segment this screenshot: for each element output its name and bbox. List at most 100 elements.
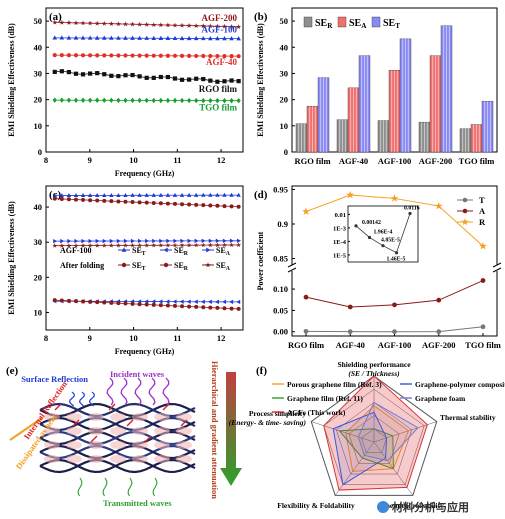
panel-c-point-shape [186, 192, 192, 197]
panel-c-point [165, 242, 171, 248]
panel-a-point [165, 97, 171, 104]
panel-a-point [165, 35, 171, 41]
panel-c-point [73, 197, 78, 202]
panel-e-incident-wave [106, 377, 114, 406]
panel-d-point [436, 329, 442, 335]
panel-a-point [73, 20, 79, 26]
panel-a-point-shape [123, 53, 128, 58]
panel-c-point-shape [137, 200, 142, 205]
panel-c-point-shape [109, 300, 114, 305]
panel-c-point [172, 192, 178, 197]
panel-c-point-shape [102, 192, 107, 197]
panel-a-point-shape [73, 20, 79, 26]
panel-a-point-shape [116, 97, 121, 104]
panel-a-point-shape [186, 35, 192, 41]
panel-a-point-shape [193, 35, 199, 41]
panel-f-legend-label: Porous graphene film (Ref. 3) [287, 380, 382, 389]
panel-a-point [144, 21, 150, 27]
panel-a-point [200, 23, 206, 29]
panel-a-point [59, 97, 64, 103]
panel-a-point-shape [144, 53, 149, 58]
panel-d-legend-label: T [479, 195, 485, 205]
panel-a-point-shape [130, 35, 135, 40]
panel-a-point-shape [194, 76, 199, 81]
panel-a-point-shape [200, 23, 206, 29]
panel-c-point [59, 196, 64, 201]
panel-a-point [194, 97, 199, 104]
panel-a-point-shape [172, 97, 178, 104]
panel-c-point-shape [194, 304, 199, 309]
panel-a-point-shape [158, 74, 163, 80]
panel-c-point-shape [194, 202, 199, 207]
panel-c-point [130, 200, 135, 205]
panel-a-xlabel: Frequency (GHz) [115, 169, 175, 178]
panel-e-pore [132, 441, 148, 449]
panel-e-internal-arrow [108, 403, 116, 411]
panel-c-point [237, 238, 242, 243]
panel-c-point [158, 201, 163, 206]
panel-f-label: (f) [256, 365, 267, 377]
panel-c-point-shape [151, 299, 156, 304]
panel-c-point-shape [193, 299, 198, 304]
panel-a-point [101, 20, 107, 26]
panel-c-point [236, 299, 241, 305]
panel-a-point [144, 97, 149, 104]
panel-a-point [158, 22, 164, 28]
panel-a-point-shape [228, 23, 235, 29]
panel-a-point-shape [222, 53, 227, 59]
panel-a-point [129, 21, 136, 27]
panel-c-point [123, 238, 128, 244]
panel-c-point [201, 305, 206, 310]
panel-c-point [80, 242, 86, 248]
panel-c-point-shape [88, 198, 93, 203]
panel-c-legend-label: SER [174, 261, 189, 272]
panel-e-pore [88, 441, 104, 449]
panel-a-point [73, 35, 79, 40]
panel-c-point-shape [95, 238, 100, 244]
panel-a-point-shape [208, 97, 213, 104]
panel-c-point-shape [109, 238, 114, 244]
panel-e-pore [66, 427, 82, 435]
panel-a-point-shape [158, 53, 163, 58]
panel-a-point [151, 35, 157, 40]
panel-a-point [130, 53, 135, 58]
panel-c-point [166, 238, 171, 244]
panel-d-label: (d) [254, 189, 268, 201]
panel-c-point [95, 198, 100, 203]
panel-c-point-shape [94, 193, 100, 198]
panel-c-point-shape [52, 243, 58, 248]
panel-a-xtick-label: 12 [217, 155, 226, 165]
panel-a-point-shape [101, 20, 107, 26]
panel-a-point [123, 35, 128, 40]
panel-a-point-shape [102, 97, 107, 104]
panel-a-point [101, 35, 107, 40]
panel-a-point-shape [116, 35, 121, 40]
panel-c-point [172, 299, 177, 304]
panel-d-inset-point-shape [354, 224, 358, 228]
panel-a-point [179, 97, 185, 104]
panel-d-point-shape [390, 194, 399, 202]
panel-d-point-shape [302, 207, 310, 215]
panel-c-point-shape [187, 202, 192, 207]
panel-c-point [215, 238, 220, 244]
panel-d-point [436, 297, 442, 303]
panel-a-point-shape [200, 35, 206, 41]
panel-c-point-shape [229, 204, 234, 209]
panel-c-point [207, 242, 213, 248]
panel-a-point [193, 23, 199, 29]
panel-c-point [187, 304, 192, 309]
panel-d-break-mask [289, 265, 295, 271]
panel-a-point [215, 97, 220, 104]
panel-c-point [102, 192, 107, 197]
panel-c-point [194, 238, 199, 244]
panel-c-point [52, 243, 58, 248]
panel-c-point-shape [214, 242, 220, 248]
panel-d-point-shape [436, 297, 442, 303]
panel-d-category-label: RGO film [288, 340, 324, 350]
panel-c-point-shape [236, 204, 241, 209]
panel-a-point-shape [52, 69, 57, 74]
panel-c-point [80, 193, 86, 198]
panel-c-point [66, 193, 72, 198]
panel-c-point [179, 299, 184, 304]
panel-c-legend-label: SEA [216, 246, 231, 257]
